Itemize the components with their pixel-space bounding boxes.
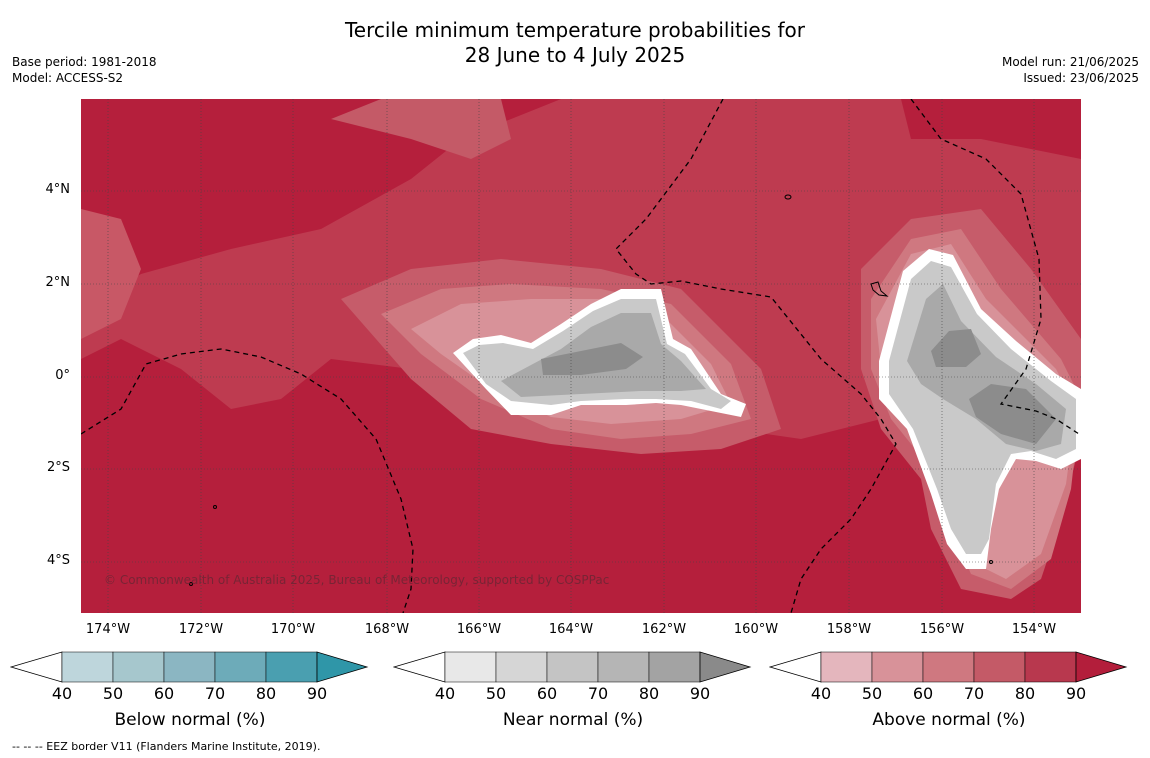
title-line-1: Tercile minimum temperature probabilitie… (344, 18, 806, 42)
region-near-80-west (541, 343, 643, 375)
near-colorbar-tick: 70 (587, 684, 609, 703)
below-colorbar-tick: 70 (204, 684, 226, 703)
near-colorbar-tick: 40 (434, 684, 456, 703)
near-colorbar-tick: 60 (536, 684, 558, 703)
above-colorbar-segment (973, 651, 1026, 683)
region-near-80-east (931, 329, 1056, 444)
eez-footnote: -- -- -- EEZ border V11 (Flanders Marine… (12, 740, 321, 753)
meta-right: Model run: 21/06/2025 Issued: 23/06/2025 (1002, 54, 1139, 86)
lon-label-170w: 170°W (270, 622, 316, 637)
above-colorbar-segment (922, 651, 975, 683)
lon-label-160w: 160°W (733, 622, 779, 637)
near-colorbar-segment (444, 651, 497, 683)
below-colorbar-segment (265, 651, 318, 683)
region-above-70-left (81, 209, 141, 339)
near-colorbar-tick: 80 (638, 684, 660, 703)
above-colorbar-max-arrow (1075, 651, 1128, 683)
lat-label-2s: 2°S (46, 460, 70, 475)
lat-label-4n: 4°N (45, 182, 71, 197)
near-colorbar-tick: 90 (689, 684, 711, 703)
model-run: Model run: 21/06/2025 (1001, 55, 1139, 69)
lon-label-158w: 158°W (826, 622, 872, 637)
lat-label-0: 0° (55, 368, 70, 383)
near-colorbar-tick: 50 (485, 684, 507, 703)
above-colorbar-tick: 40 (810, 684, 832, 703)
colorbar-above (769, 650, 1129, 684)
below-colorbar-tick: 80 (255, 684, 277, 703)
above-colorbar-segment (820, 651, 873, 683)
below-colorbar-segment (163, 651, 216, 683)
below-colorbar-tick: 90 (306, 684, 328, 703)
probability-map (81, 99, 1081, 613)
base-period: Base period: 1981-2018 (12, 55, 157, 69)
above-colorbar-tick: 70 (963, 684, 985, 703)
below-colorbar-min-arrow (10, 651, 63, 683)
islands (189, 194, 993, 586)
above-colorbar-segment (871, 651, 924, 683)
copyright-notice: © Commonwealth of Australia 2025, Bureau… (104, 573, 610, 587)
region-above-70-top (331, 99, 511, 159)
above-colorbar-tick: 60 (912, 684, 934, 703)
lon-label-156w: 156°W (919, 622, 965, 637)
lon-label-172w: 172°W (178, 622, 224, 637)
colorbar-above-title: Above normal (%) (872, 710, 1026, 730)
near-colorbar-segment (597, 651, 650, 683)
below-colorbar-max-arrow (316, 651, 369, 683)
near-colorbar-segment (495, 651, 548, 683)
colorbar-below-title: Below normal (%) (114, 710, 266, 730)
near-colorbar-segment (648, 651, 701, 683)
below-colorbar-tick: 60 (153, 684, 175, 703)
below-colorbar-tick: 50 (102, 684, 124, 703)
lon-label-164w: 164°W (548, 622, 594, 637)
lat-label-4s: 4°S (46, 553, 70, 568)
colorbar-near-title: Near normal (%) (502, 710, 644, 730)
above-colorbar-segment (1024, 651, 1077, 683)
above-colorbar-tick: 90 (1065, 684, 1087, 703)
below-colorbar-segment (112, 651, 165, 683)
near-colorbar-segment (546, 651, 599, 683)
lon-label-154w: 154°W (1011, 622, 1057, 637)
below-colorbar-tick: 40 (51, 684, 73, 703)
near-colorbar-max-arrow (699, 651, 752, 683)
lon-label-168w: 168°W (364, 622, 410, 637)
above-colorbar-min-arrow (769, 651, 822, 683)
colorbar-near (393, 650, 753, 684)
eez-borders (81, 99, 1080, 613)
title-line-2: 28 June to 4 July 2025 (464, 43, 686, 67)
above-colorbar-tick: 80 (1014, 684, 1036, 703)
below-colorbar-segment (61, 651, 114, 683)
lon-label-166w: 166°W (456, 622, 502, 637)
near-colorbar-min-arrow (393, 651, 446, 683)
lat-label-2n: 2°N (45, 275, 71, 290)
model-name: Model: ACCESS-S2 (12, 71, 124, 85)
meta-left: Base period: 1981-2018 Model: ACCESS-S2 (12, 54, 157, 86)
above-colorbar-tick: 50 (861, 684, 883, 703)
below-colorbar-segment (214, 651, 267, 683)
issued-date: Issued: 23/06/2025 (1023, 71, 1139, 85)
map-title: Tercile minimum temperature probabilitie… (0, 18, 1150, 68)
colorbar-below (10, 650, 370, 684)
lon-label-174w: 174°W (85, 622, 131, 637)
lon-label-162w: 162°W (641, 622, 687, 637)
